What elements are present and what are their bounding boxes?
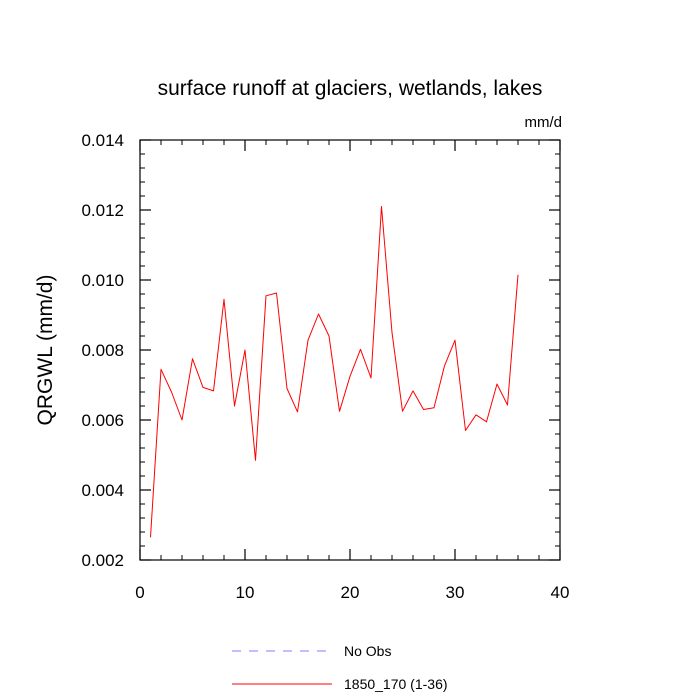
legend-label-no-obs: No Obs (344, 643, 391, 659)
y-tick-label: 0.014 (81, 131, 124, 150)
series-line-1850-170-1-36 (150, 206, 519, 538)
x-tick-labels: 0 10 20 30 40 (135, 583, 569, 602)
y-tick-label: 0.010 (81, 271, 124, 290)
chart-title: surface runoff at glaciers, wetlands, la… (158, 77, 543, 100)
y-tick-label: 0.002 (81, 551, 124, 570)
axis-ticks (139, 139, 561, 561)
y-tick-labels: 0.002 0.004 0.006 0.008 0.010 0.012 0.014 (81, 131, 124, 570)
legend: No Obs 1850_170 (1-36) (232, 643, 448, 692)
y-tick-label: 0.004 (81, 481, 124, 500)
x-tick-label: 0 (135, 583, 144, 602)
legend-label-1850-170: 1850_170 (1-36) (344, 676, 448, 692)
x-tick-label: 40 (551, 583, 570, 602)
y-tick-label: 0.012 (81, 201, 124, 220)
x-tick-label: 20 (341, 583, 360, 602)
x-tick-label: 10 (236, 583, 255, 602)
series-layer (150, 206, 519, 538)
y-tick-label: 0.008 (81, 341, 124, 360)
units-label: mm/d (525, 114, 563, 131)
plot-frame (139, 139, 561, 561)
y-tick-label: 0.006 (81, 411, 124, 430)
x-tick-label: 30 (446, 583, 465, 602)
y-axis-label: QRGWL (mm/d) (34, 275, 57, 426)
